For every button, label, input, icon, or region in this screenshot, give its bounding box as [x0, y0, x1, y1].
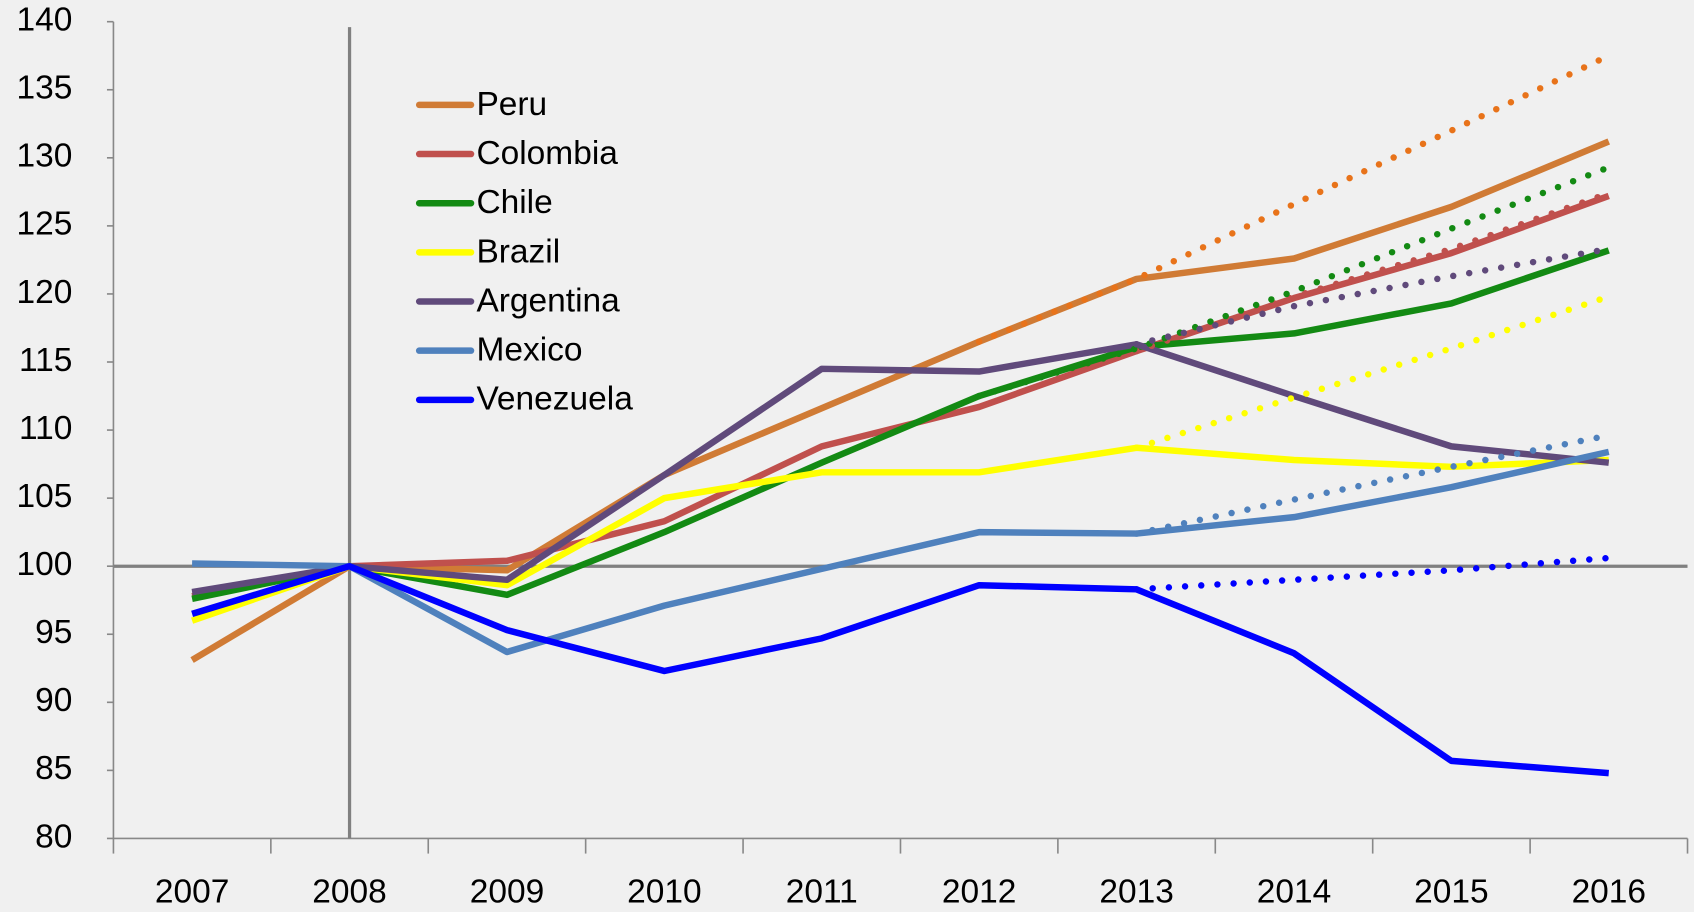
- series-line: [191, 341, 1610, 596]
- y-tick-label: 140: [17, 2, 73, 39]
- legend-label: Argentina: [476, 282, 620, 319]
- x-tick-label: 2015: [1414, 873, 1488, 910]
- x-tick-label: 2008: [312, 873, 387, 910]
- series-line: [190, 138, 1611, 663]
- y-tick-label: 100: [17, 546, 73, 583]
- series-line: [191, 192, 1610, 600]
- series-line: [191, 247, 1610, 602]
- x-tick-label: 2011: [786, 873, 858, 910]
- y-tick-label: 110: [19, 410, 72, 447]
- projection-line: [1133, 245, 1613, 348]
- legend-label: Venezuela: [476, 381, 633, 418]
- legend-label: Peru: [476, 86, 547, 123]
- series-line: [192, 448, 1610, 656]
- y-tick-label: 120: [17, 274, 73, 311]
- y-tick-label: 105: [17, 478, 73, 515]
- projection-line: [1133, 293, 1613, 452]
- projection-line: [1133, 432, 1613, 537]
- y-tick-label: 125: [17, 206, 73, 243]
- x-tick-label: 2012: [942, 873, 1017, 910]
- y-tick-label: 115: [19, 342, 72, 379]
- y-tick-label: 130: [17, 138, 73, 175]
- y-tick-label: 85: [35, 750, 72, 787]
- y-tick-label: 90: [35, 682, 72, 719]
- legend-label: Brazil: [476, 233, 560, 270]
- y-tick-label: 80: [35, 818, 72, 855]
- projection-line: [1133, 554, 1613, 593]
- series-line: [191, 562, 1610, 777]
- x-tick-label: 2014: [1257, 873, 1332, 910]
- x-tick-label: 2013: [1099, 873, 1174, 910]
- y-tick-label: 95: [35, 614, 72, 651]
- x-tick-label: 2007: [155, 873, 230, 910]
- x-tick-label: 2009: [470, 873, 545, 910]
- legend-label: Colombia: [476, 135, 618, 172]
- projection-line: [975, 52, 1613, 345]
- x-tick-label: 2016: [1572, 873, 1646, 910]
- y-tick-label: 135: [17, 70, 73, 107]
- legend-label: Mexico: [476, 332, 582, 369]
- legend-label: Chile: [476, 184, 552, 221]
- x-tick-label: 2010: [627, 873, 702, 910]
